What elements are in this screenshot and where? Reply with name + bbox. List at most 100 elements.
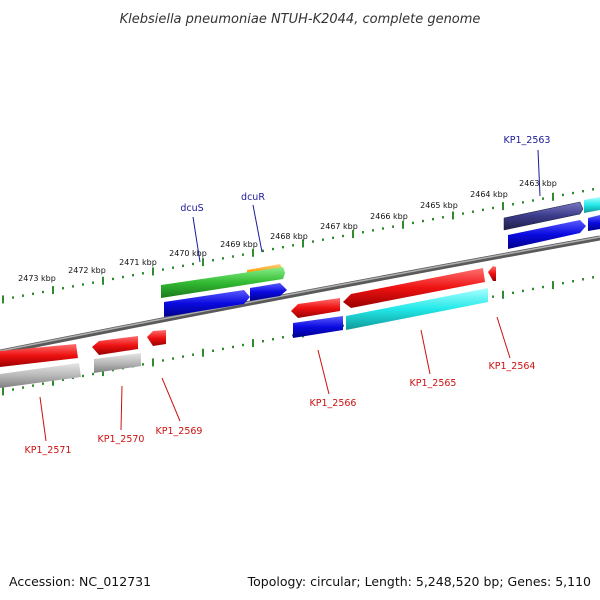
upper-minor-tick (112, 277, 114, 281)
gene-kp1-2565-red[interactable] (343, 268, 485, 308)
upper-major-tick (252, 248, 254, 257)
upper-major-tick (452, 211, 454, 220)
lower-minor-tick (232, 345, 234, 349)
lower-minor-tick (32, 384, 34, 387)
lower-minor-tick (562, 281, 564, 285)
upper-major-tick (302, 239, 304, 248)
leader-kp1-2570 (120, 385, 123, 431)
upper-minor-tick (512, 203, 514, 206)
upper-minor-tick (562, 193, 564, 197)
gene-cyan-right-edge[interactable] (584, 197, 600, 213)
gene-kp1-2571-red[interactable] (0, 344, 78, 367)
gene-red-short-mid[interactable] (291, 298, 340, 318)
lower-major-tick (252, 339, 254, 348)
gene-kp1-2571-gray[interactable] (0, 363, 81, 388)
label-kp1-2566[interactable]: KP1_2566 (310, 398, 357, 409)
gene-kp1-2570-gray[interactable] (94, 353, 141, 373)
scale-label-2471: 2471 kbp (119, 258, 157, 267)
gene-kp1-2565-cyan[interactable] (346, 288, 488, 330)
upper-minor-tick (42, 290, 44, 294)
leader-kp1-2569 (161, 377, 181, 422)
upper-minor-tick (82, 283, 84, 286)
upper-minor-tick (242, 253, 244, 256)
lower-major-tick (102, 368, 104, 377)
label-kp1-2565[interactable]: KP1_2565 (410, 378, 457, 389)
upper-minor-tick (332, 236, 334, 240)
lower-minor-tick (592, 276, 594, 279)
upper-minor-tick (392, 225, 394, 228)
lower-major-tick (152, 358, 154, 367)
upper-major-tick (352, 230, 354, 239)
upper-minor-tick (12, 296, 14, 299)
scale-label-2470: 2470 kbp (169, 249, 207, 258)
upper-minor-tick (532, 199, 534, 202)
upper-minor-tick (182, 264, 184, 268)
upper-minor-tick (312, 240, 314, 243)
gene-dcus[interactable] (161, 267, 285, 298)
label-kp1-2571[interactable]: KP1_2571 (25, 445, 72, 456)
lower-minor-tick (242, 343, 244, 347)
gene-kp1-2569[interactable] (147, 330, 166, 346)
upper-minor-tick (412, 221, 414, 225)
upper-minor-tick (32, 292, 34, 296)
upper-minor-tick (282, 245, 284, 249)
upper-minor-tick (342, 234, 344, 238)
lower-minor-tick (162, 359, 164, 362)
lower-minor-tick (62, 378, 64, 382)
gene-blue-mid-2[interactable] (250, 283, 287, 301)
upper-minor-tick (232, 255, 234, 258)
lower-minor-tick (522, 289, 524, 293)
upper-major-tick (402, 220, 404, 229)
leader-lines (39, 149, 541, 442)
upper-minor-tick (212, 259, 214, 262)
upper-minor-tick (322, 238, 324, 241)
upper-minor-tick (272, 247, 274, 251)
upper-minor-tick (72, 285, 74, 288)
lower-minor-tick (222, 347, 224, 351)
scale-label-2464: 2464 kbp (470, 190, 508, 199)
upper-minor-tick (432, 217, 434, 221)
label-kp1-2569[interactable]: KP1_2569 (156, 426, 203, 437)
upper-minor-tick (172, 266, 174, 269)
scale-label-2465: 2465 kbp (420, 201, 458, 210)
scale-label-2466: 2466 kbp (370, 212, 408, 221)
label-dcur[interactable]: dcuR (241, 192, 265, 203)
lower-minor-tick (212, 349, 214, 353)
label-kp1-2570[interactable]: KP1_2570 (98, 434, 145, 445)
gene-blue-mid-1[interactable] (164, 290, 250, 317)
label-dcus[interactable]: dcuS (180, 203, 203, 214)
lower-minor-tick (82, 374, 84, 378)
upper-minor-tick (142, 272, 144, 275)
upper-minor-tick (372, 229, 374, 232)
scale-label-2467: 2467 kbp (320, 222, 358, 231)
label-kp1-2563[interactable]: KP1_2563 (504, 135, 551, 146)
gene-kp1-2564[interactable] (488, 266, 496, 281)
gene-kp1-2570-red[interactable] (92, 336, 138, 355)
leader-kp1-2563 (537, 149, 541, 197)
lower-minor-tick (192, 353, 194, 356)
gene-kp1-2566[interactable] (293, 316, 343, 338)
leader-kp1-2564 (496, 316, 511, 359)
leader-dcus (192, 216, 201, 263)
lower-major-tick (2, 387, 4, 396)
label-kp1-2564[interactable]: KP1_2564 (489, 361, 536, 372)
scale-label-2469: 2469 kbp (220, 240, 258, 249)
upper-major-tick (552, 192, 554, 201)
upper-major-tick (2, 295, 4, 304)
upper-minor-tick (492, 206, 494, 210)
gene-blue-upper-right[interactable] (508, 220, 586, 249)
lower-major-tick (552, 281, 554, 290)
upper-minor-tick (572, 191, 574, 195)
lower-minor-tick (492, 295, 494, 298)
upper-minor-tick (262, 249, 264, 253)
lower-minor-tick (542, 285, 544, 289)
upper-minor-tick (592, 188, 594, 191)
upper-minor-tick (62, 287, 64, 290)
upper-minor-tick (192, 262, 194, 266)
lower-minor-tick (512, 291, 514, 295)
upper-major-tick (152, 267, 154, 276)
leader-kp1-2565 (420, 329, 431, 375)
gene-blue-right-edge[interactable] (588, 215, 600, 231)
gene-kp1-2563[interactable] (503, 201, 584, 231)
genome-backbone (0, 235, 600, 355)
